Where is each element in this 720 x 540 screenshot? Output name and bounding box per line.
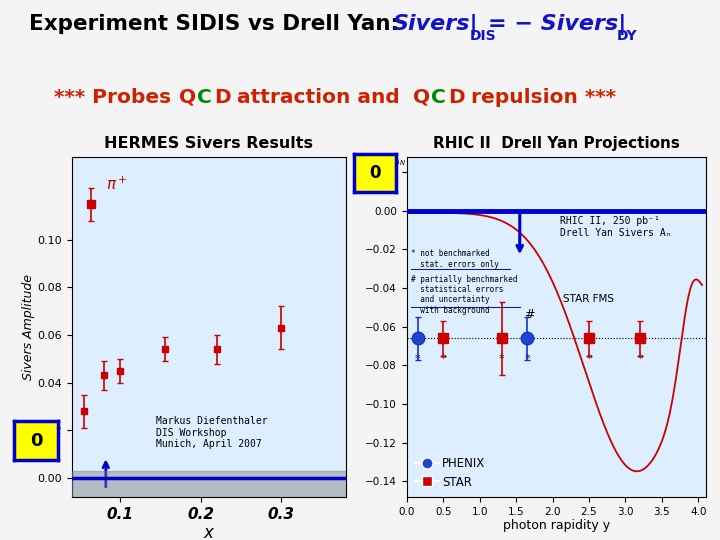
Text: D: D	[214, 87, 230, 107]
Text: repulsion ***: repulsion ***	[464, 87, 616, 107]
Text: *: *	[415, 354, 420, 364]
Text: 0: 0	[30, 431, 42, 450]
Text: Q: Q	[179, 87, 196, 107]
Text: C: C	[197, 87, 212, 107]
Text: #: #	[524, 308, 534, 321]
Text: DIS: DIS	[470, 30, 497, 43]
Title: RHIC II  Drell Yan Projections: RHIC II Drell Yan Projections	[433, 136, 680, 151]
Text: STAR FMS: STAR FMS	[564, 294, 614, 303]
Text: Q: Q	[413, 87, 430, 107]
Text: # partially benchmarked
  statistical errors
  and uncertainty
  with background: # partially benchmarked statistical erro…	[411, 274, 518, 315]
Text: = − Sivers|: = − Sivers|	[488, 14, 626, 35]
Text: DY: DY	[617, 30, 638, 43]
Text: *: *	[637, 354, 643, 364]
Text: $A_N$: $A_N$	[392, 154, 406, 168]
Text: C: C	[431, 87, 446, 107]
Y-axis label: Sivers Amplitude: Sivers Amplitude	[22, 274, 35, 380]
X-axis label: photon rapidity y: photon rapidity y	[503, 519, 610, 532]
Text: *: *	[524, 354, 530, 364]
Text: RHIC II, 250 pb⁻¹
Drell Yan Sivers Aₙ: RHIC II, 250 pb⁻¹ Drell Yan Sivers Aₙ	[560, 216, 672, 238]
Text: attraction and: attraction and	[230, 87, 406, 107]
Text: *: *	[499, 354, 504, 364]
Bar	[72, 471, 346, 497]
Text: D: D	[448, 87, 464, 107]
Text: *: *	[586, 354, 592, 364]
Text: * not benchmarked
  stat. errors only: * not benchmarked stat. errors only	[411, 249, 499, 269]
Title: HERMES Sivers Results: HERMES Sivers Results	[104, 136, 313, 151]
Text: Markus Diefenthaler
DIS Workshop
Munich, April 2007: Markus Diefenthaler DIS Workshop Munich,…	[156, 416, 268, 449]
Text: *: *	[441, 354, 446, 364]
Legend: PHENIX, STAR: PHENIX, STAR	[413, 454, 488, 491]
Text: $\pi^+$: $\pi^+$	[106, 176, 127, 193]
Text: Experiment SIDIS vs Drell Yan:: Experiment SIDIS vs Drell Yan:	[29, 14, 414, 35]
Text: Sivers|: Sivers|	[392, 14, 478, 35]
Text: 0: 0	[369, 164, 381, 182]
X-axis label: x: x	[204, 524, 214, 540]
Text: *** Probes: *** Probes	[54, 87, 178, 107]
